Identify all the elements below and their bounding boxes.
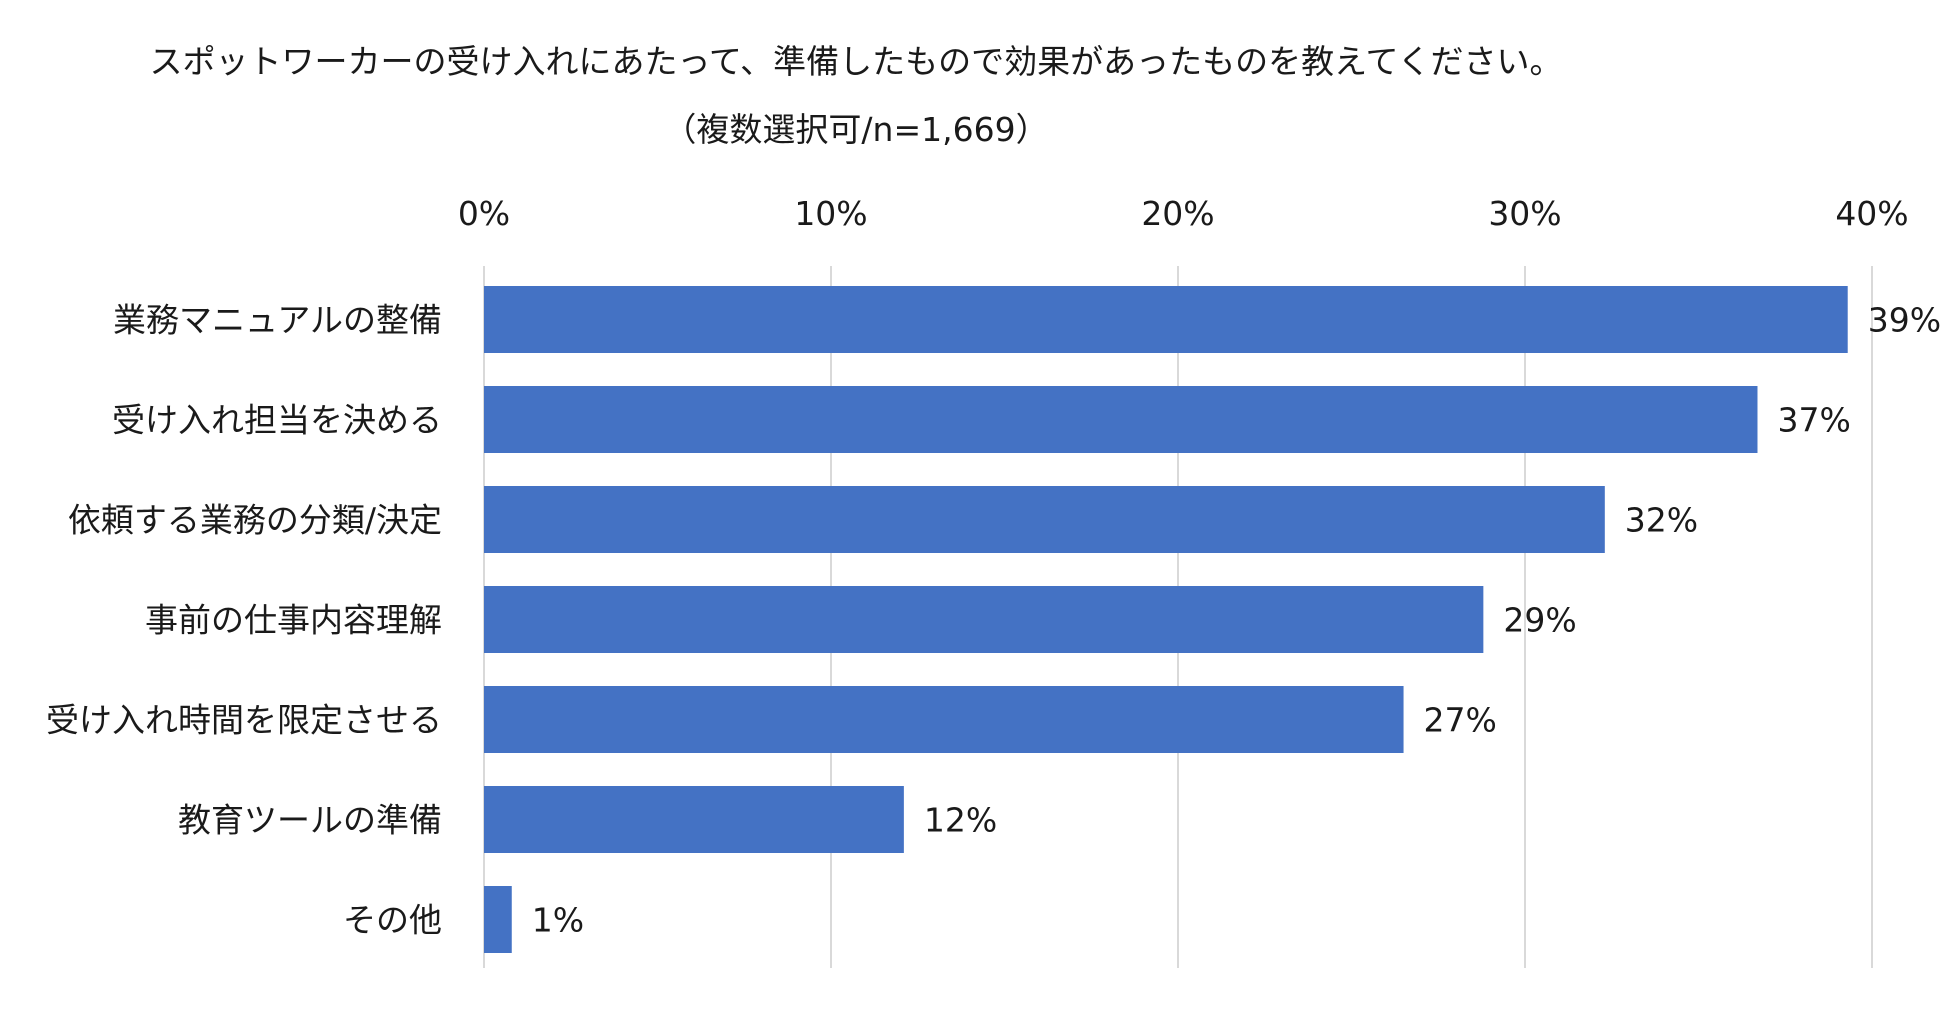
category-label: その他	[343, 901, 442, 940]
data-label: 32%	[1625, 501, 1698, 540]
x-tick-label: 30%	[1488, 194, 1561, 233]
bar	[484, 386, 1758, 453]
x-tick-label: 20%	[1141, 194, 1214, 233]
category-label: 受け入れ担当を決める	[112, 401, 442, 440]
bar	[484, 286, 1848, 353]
bar	[484, 686, 1404, 753]
category-label: 受け入れ時間を限定させる	[46, 701, 442, 740]
data-label: 12%	[924, 801, 997, 840]
data-label: 39%	[1868, 301, 1941, 340]
chart-subtitle: （複数選択可/n=1,669）	[663, 110, 1049, 149]
chart-title: スポットワーカーの受け入れにあたって、準備したもので効果があったものを教えてくだ…	[149, 42, 1563, 81]
bars	[484, 286, 1848, 953]
category-labels: 業務マニュアルの整備受け入れ担当を決める依頼する業務の分類/決定事前の仕事内容理…	[46, 301, 442, 940]
category-label: 業務マニュアルの整備	[113, 301, 442, 340]
data-label: 27%	[1424, 701, 1497, 740]
x-tick-label: 40%	[1835, 194, 1908, 233]
bar	[484, 886, 512, 953]
bar	[484, 786, 904, 853]
x-tick-label: 10%	[794, 194, 867, 233]
bar	[484, 586, 1484, 653]
category-label: 事前の仕事内容理解	[145, 601, 442, 640]
x-tick-label: 0%	[458, 194, 510, 233]
data-label: 29%	[1503, 601, 1576, 640]
data-label: 37%	[1777, 401, 1850, 440]
bar	[484, 486, 1605, 553]
x-axis-ticks: 0% 10% 20% 30% 40%	[458, 194, 1909, 233]
category-label: 依頼する業務の分類/決定	[68, 501, 442, 540]
data-label: 1%	[532, 901, 584, 940]
category-label: 教育ツールの準備	[178, 801, 442, 840]
data-labels: 39% 37% 32% 29% 27% 12% 1%	[532, 301, 1941, 940]
